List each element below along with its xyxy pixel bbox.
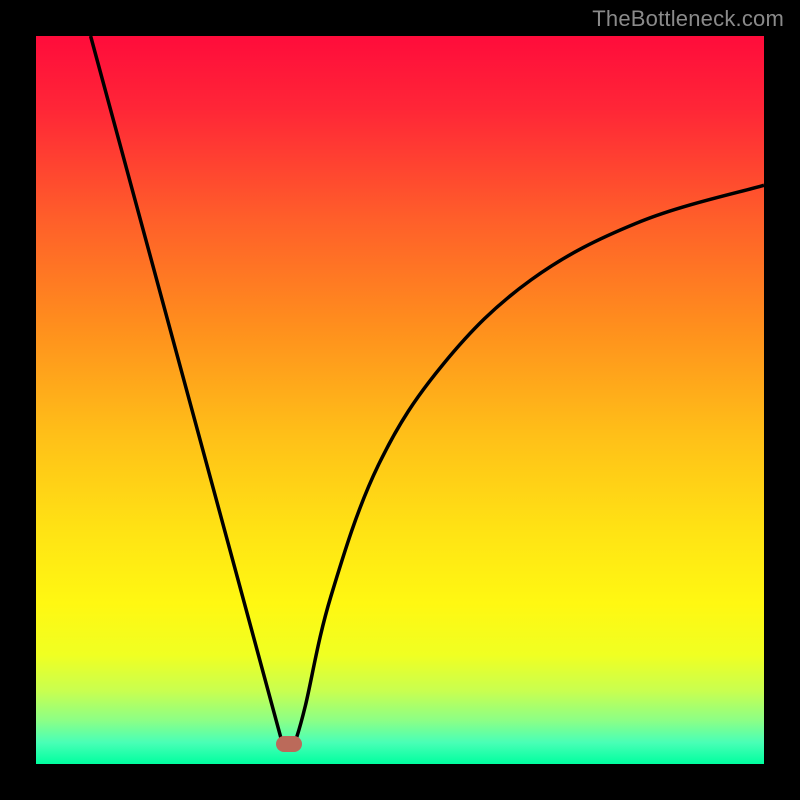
minimum-marker (276, 736, 302, 752)
chart-container: TheBottleneck.com (0, 0, 800, 800)
bottleneck-curve (36, 36, 764, 764)
watermark-text: TheBottleneck.com (592, 6, 784, 32)
plot-area (36, 36, 764, 764)
